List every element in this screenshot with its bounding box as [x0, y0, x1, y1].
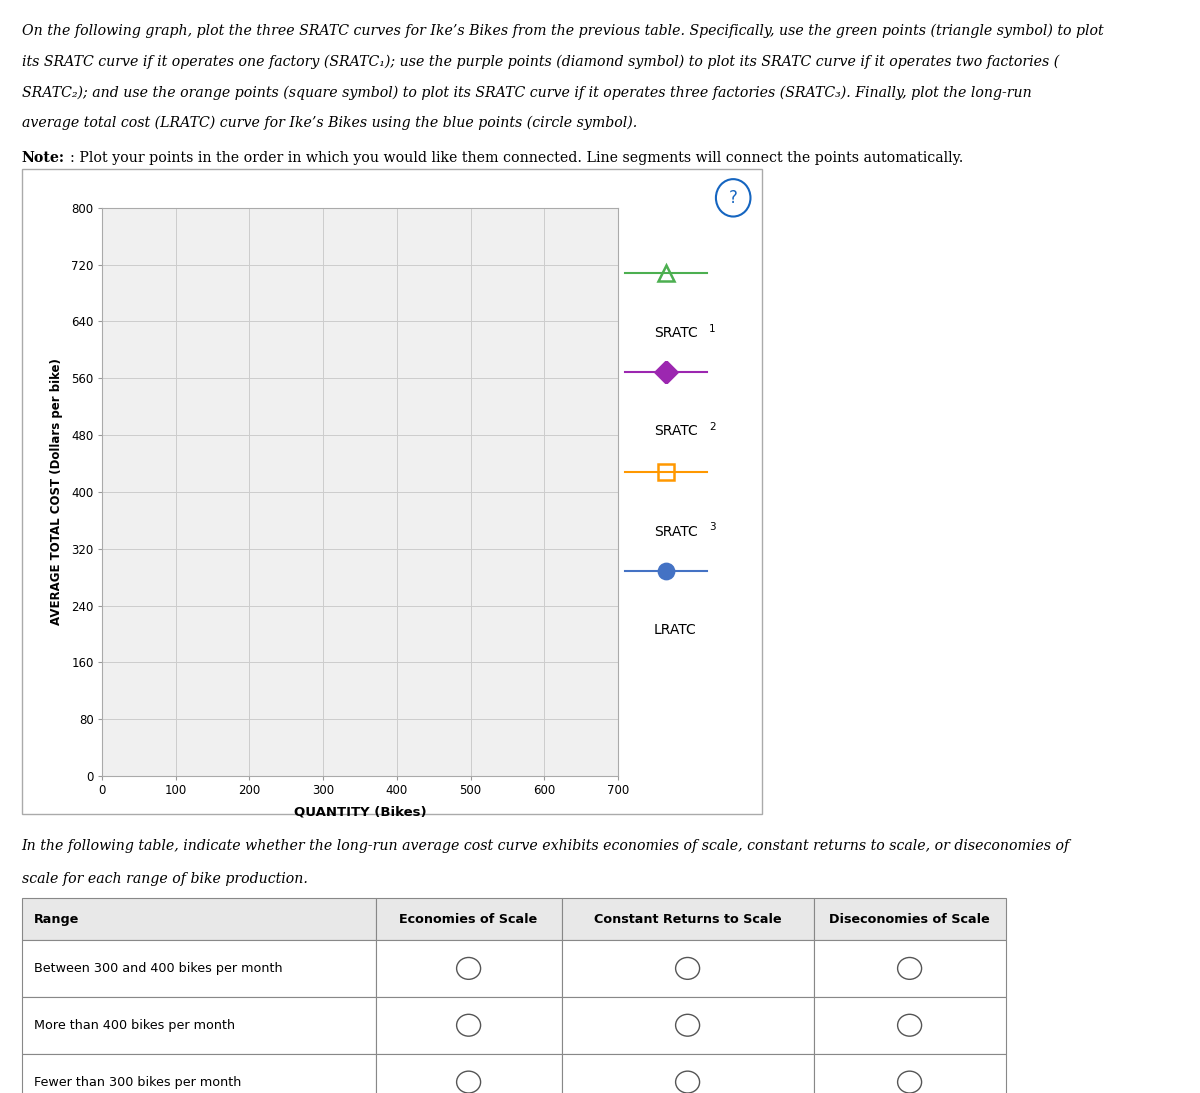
Text: 3: 3: [709, 522, 716, 532]
Text: Fewer than 300 bikes per month: Fewer than 300 bikes per month: [34, 1076, 241, 1089]
Text: In the following table, indicate whether the long-run average cost curve exhibit: In the following table, indicate whether…: [22, 839, 1070, 854]
Text: 1: 1: [709, 324, 716, 333]
Text: its SRATC curve if it operates one factory (SRATC₁); use the purple points (diam: its SRATC curve if it operates one facto…: [22, 55, 1058, 69]
Y-axis label: AVERAGE TOTAL COST (Dollars per bike): AVERAGE TOTAL COST (Dollars per bike): [50, 359, 62, 625]
Text: scale for each range of bike production.: scale for each range of bike production.: [22, 872, 307, 886]
Text: SRATC: SRATC: [654, 525, 697, 539]
Circle shape: [716, 179, 750, 216]
Text: : Plot your points in the order in which you would like them connected. Line seg: : Plot your points in the order in which…: [70, 151, 962, 165]
Text: SRATC: SRATC: [654, 326, 697, 340]
Text: Economies of Scale: Economies of Scale: [400, 913, 538, 926]
Text: average total cost (LRATC) curve for Ike’s Bikes using the blue points (circle s: average total cost (LRATC) curve for Ike…: [22, 116, 637, 130]
Text: SRATC₂); and use the orange points (square symbol) to plot its SRATC curve if it: SRATC₂); and use the orange points (squa…: [22, 85, 1031, 99]
Text: More than 400 bikes per month: More than 400 bikes per month: [34, 1019, 235, 1032]
Text: Diseconomies of Scale: Diseconomies of Scale: [829, 913, 990, 926]
Text: On the following graph, plot the three SRATC curves for Ike’s Bikes from the pre: On the following graph, plot the three S…: [22, 24, 1103, 38]
Text: Between 300 and 400 bikes per month: Between 300 and 400 bikes per month: [34, 962, 282, 975]
Text: SRATC: SRATC: [654, 424, 697, 438]
Text: Constant Returns to Scale: Constant Returns to Scale: [594, 913, 781, 926]
Text: Note:: Note:: [22, 151, 65, 165]
Text: LRATC: LRATC: [654, 623, 697, 637]
Text: Range: Range: [34, 913, 79, 926]
X-axis label: QUANTITY (Bikes): QUANTITY (Bikes): [294, 806, 426, 819]
Text: ?: ?: [728, 189, 738, 207]
Text: 2: 2: [709, 422, 716, 432]
